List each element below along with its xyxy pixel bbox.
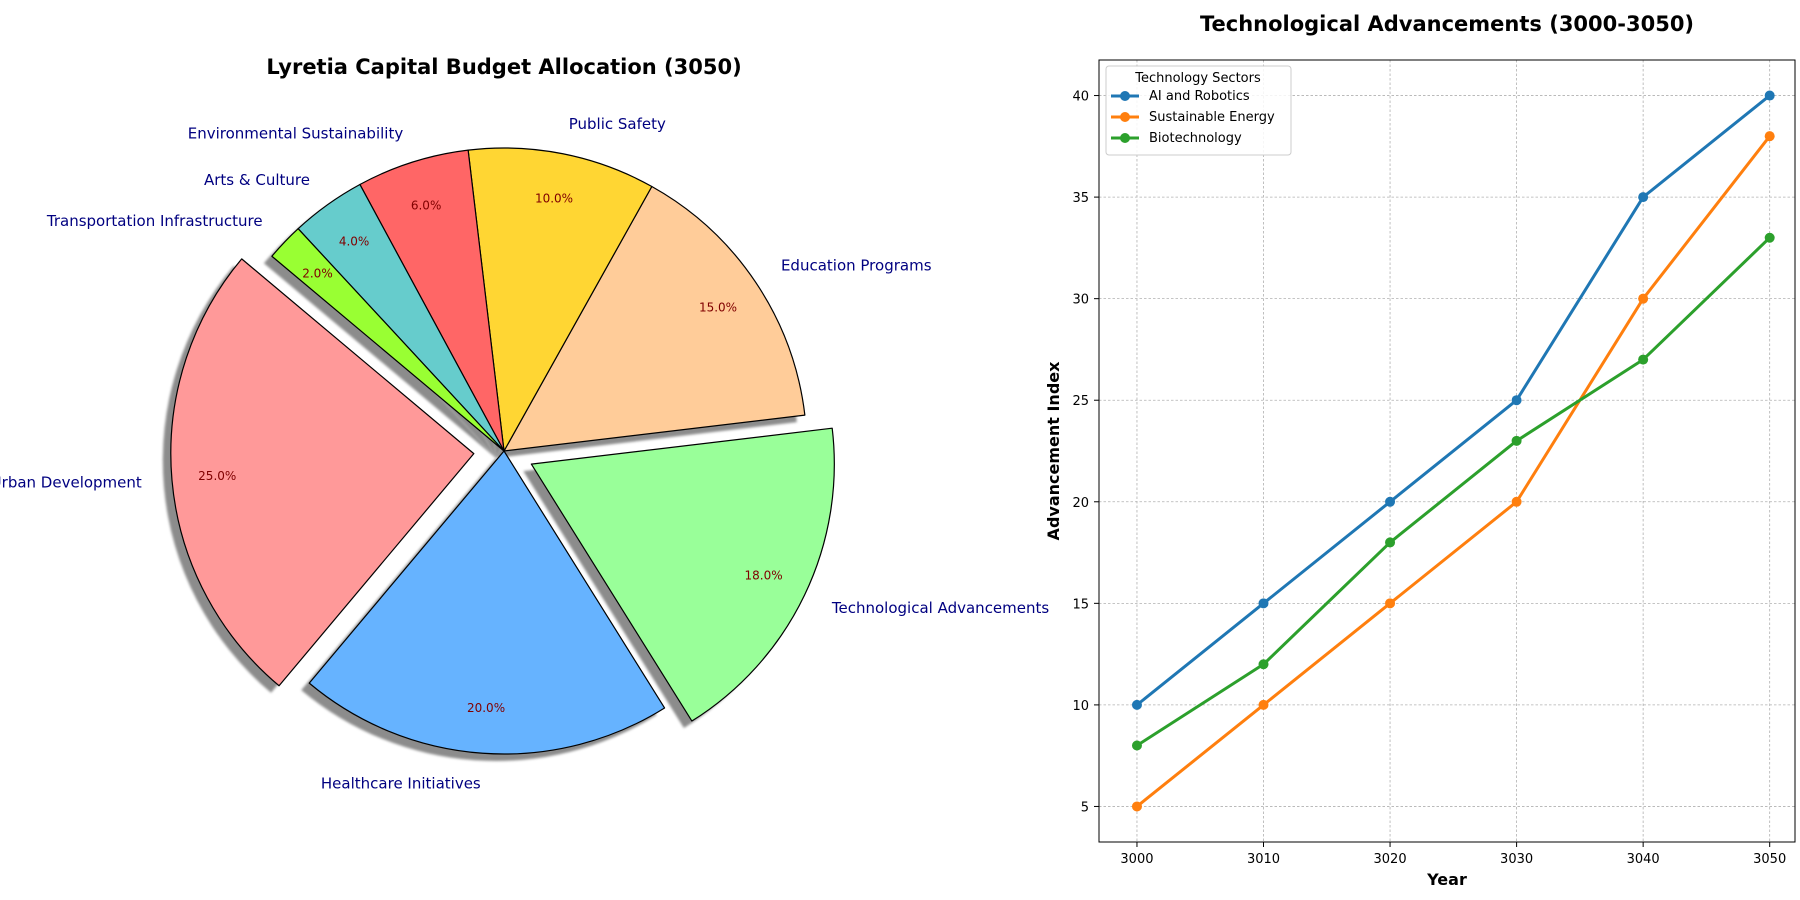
- pie-pct-label-urban-development: 25.0%: [198, 469, 236, 483]
- legend-label-biotechnology: Biotechnology: [1149, 131, 1242, 146]
- data-point-biotechnology: [1512, 436, 1522, 446]
- data-point-sustainable-energy: [1259, 700, 1269, 710]
- data-point-biotechnology: [1259, 659, 1269, 669]
- data-point-biotechnology: [1385, 537, 1395, 547]
- data-point-ai-and-robotics: [1765, 91, 1775, 101]
- x-tick-label: 3040: [1627, 852, 1660, 867]
- y-tick-label: 15: [1072, 597, 1089, 612]
- pie-pct-label-transportation-infrastructure: 2.0%: [302, 266, 333, 280]
- data-point-sustainable-energy: [1385, 598, 1395, 608]
- y-axis-label: Advancement Index: [1044, 361, 1063, 541]
- data-point-sustainable-energy: [1132, 801, 1142, 811]
- y-tick-label: 25: [1072, 394, 1089, 409]
- data-point-sustainable-energy: [1512, 497, 1522, 507]
- y-tick-label: 20: [1072, 496, 1089, 511]
- pie-title: Lyretia Capital Budget Allocation (3050): [266, 55, 741, 79]
- pie-pct-label-environmental-sustainability: 6.0%: [411, 199, 442, 213]
- legend-title: Technology Sectors: [1134, 71, 1261, 86]
- series-line-sustainable-energy: [1137, 136, 1770, 806]
- pie-label-healthcare-initiatives: Healthcare Initiatives: [321, 774, 481, 792]
- y-tick-label: 30: [1072, 293, 1089, 308]
- data-point-ai-and-robotics: [1638, 192, 1648, 202]
- y-tick-label: 40: [1072, 90, 1089, 105]
- data-point-ai-and-robotics: [1259, 598, 1269, 608]
- pie-pct-label-healthcare-initiatives: 20.0%: [467, 701, 505, 715]
- data-point-ai-and-robotics: [1132, 700, 1142, 710]
- legend-label-ai-and-robotics: AI and Robotics: [1149, 89, 1250, 104]
- x-tick-label: 3030: [1500, 852, 1533, 867]
- pie-label-arts-culture: Arts & Culture: [204, 171, 310, 189]
- pie-pct-label-technological-advancements: 18.0%: [745, 568, 783, 582]
- pie-label-transportation-infrastructure: Transportation Infrastructure: [46, 212, 263, 230]
- data-point-biotechnology: [1638, 355, 1648, 365]
- pie-pct-label-education-programs: 15.0%: [699, 301, 737, 315]
- data-point-ai-and-robotics: [1512, 395, 1522, 405]
- data-point-biotechnology: [1765, 233, 1775, 243]
- y-tick-label: 35: [1072, 191, 1089, 206]
- pie-label-environmental-sustainability: Environmental Sustainability: [188, 124, 404, 142]
- x-axis-label: Year: [1426, 870, 1467, 889]
- pie-label-education-programs: Education Programs: [781, 257, 932, 275]
- legend: Technology Sectors AI and Robotics Sustai…: [1106, 66, 1291, 155]
- pie-label-urban-development: Urban Development: [0, 474, 142, 492]
- plot-frame: [1099, 60, 1795, 842]
- line-chart: Technological Advancements (3000-3050) 3…: [1044, 12, 1795, 889]
- data-point-sustainable-energy: [1765, 131, 1775, 141]
- legend-swatch-marker-sustainable-energy: [1120, 112, 1130, 122]
- y-tick-label: 5: [1081, 800, 1089, 815]
- axis-ticks: 3000 3010 3020 3030 3040 3050 5 10 15 20 25 30 35 40: [1072, 90, 1786, 867]
- x-tick-label: 3000: [1120, 852, 1153, 867]
- series-lines: [1132, 91, 1775, 812]
- line-title: Technological Advancements (3000-3050): [1200, 12, 1694, 36]
- legend-swatch-marker-ai-and-robotics: [1120, 91, 1130, 101]
- legend-label-sustainable-energy: Sustainable Energy: [1149, 110, 1275, 125]
- data-point-sustainable-energy: [1638, 294, 1648, 304]
- x-tick-label: 3050: [1753, 852, 1786, 867]
- data-point-ai-and-robotics: [1385, 497, 1395, 507]
- legend-swatch-marker-biotechnology: [1120, 133, 1130, 143]
- grid-lines: [1099, 60, 1795, 842]
- pie-label-public-safety: Public Safety: [569, 115, 666, 133]
- pie-label-technological-advancements: Technological Advancements: [831, 599, 1049, 617]
- pie-pct-label-public-safety: 10.0%: [535, 191, 573, 205]
- pie-pct-label-arts-culture: 4.0%: [339, 235, 370, 249]
- data-point-biotechnology: [1132, 741, 1142, 751]
- series-line-biotechnology: [1137, 238, 1770, 746]
- x-tick-label: 3020: [1374, 852, 1407, 867]
- x-tick-label: 3010: [1247, 852, 1280, 867]
- y-tick-label: 10: [1072, 699, 1089, 714]
- pie-chart: Lyretia Capital Budget Allocation (3050)…: [0, 55, 1049, 792]
